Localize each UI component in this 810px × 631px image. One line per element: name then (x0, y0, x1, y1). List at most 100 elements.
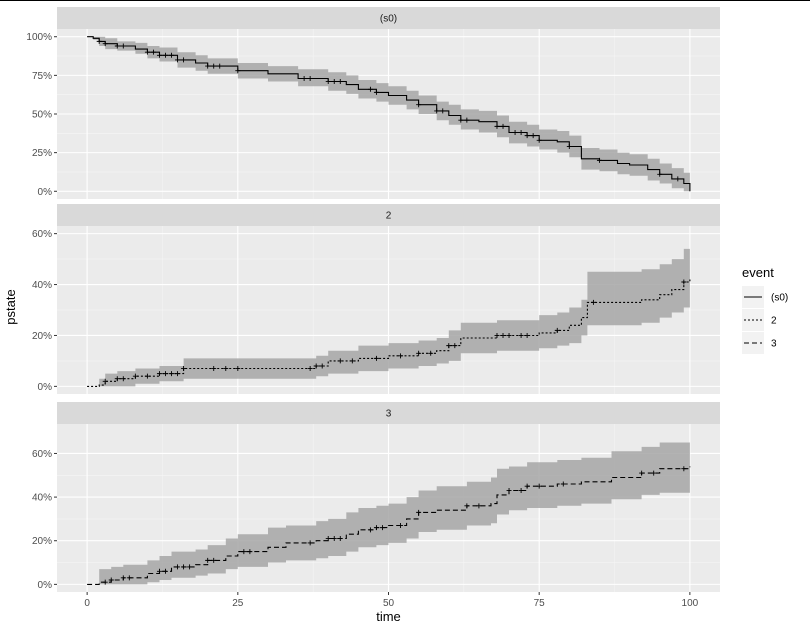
censor-mark (108, 577, 114, 583)
censor-mark (440, 108, 446, 114)
legend-title: event (742, 265, 774, 280)
censor-mark (187, 564, 193, 570)
censor-mark (518, 332, 524, 338)
censor-mark (169, 52, 175, 58)
censor-mark (416, 102, 422, 108)
censor-mark (114, 43, 120, 49)
censor-mark (156, 52, 162, 58)
censor-mark (337, 79, 343, 85)
censor-mark (524, 483, 530, 489)
censor-mark (313, 363, 319, 369)
censor-mark (379, 525, 385, 531)
censor-mark (211, 557, 217, 563)
censor-mark (464, 117, 470, 123)
facet-strip-3 (57, 402, 720, 424)
censor-mark (319, 363, 325, 369)
censor-mark (114, 376, 120, 382)
censor-mark (373, 89, 379, 95)
confidence-band-3 (87, 440, 690, 585)
censor-mark (416, 509, 422, 515)
y-tick-label: 75% (32, 71, 52, 82)
censor-mark (144, 49, 150, 55)
censor-mark (217, 63, 223, 69)
censor-mark (120, 43, 126, 49)
facet-strip-1 (57, 7, 720, 29)
censor-mark (162, 568, 168, 574)
censor-mark (162, 52, 168, 58)
censor-mark (518, 488, 524, 494)
censor-mark (536, 483, 542, 489)
censor-mark (301, 75, 307, 81)
x-tick-label: 75 (534, 598, 546, 609)
censor-mark (416, 350, 422, 356)
censor-mark (367, 86, 373, 92)
censor-mark (205, 63, 211, 69)
censor-mark (162, 371, 168, 377)
estimate-line-3 (87, 466, 691, 585)
y-axis-title: pstate (3, 289, 18, 324)
facet-strip-label: (s0) (380, 14, 397, 25)
censor-mark (428, 350, 434, 356)
censor-mark (590, 299, 596, 305)
censor-mark (175, 564, 181, 570)
facet-strip-2 (57, 204, 720, 226)
censor-mark (325, 79, 331, 85)
censor-mark (241, 549, 247, 555)
censor-mark (181, 366, 187, 372)
censor-mark (96, 38, 102, 44)
censor-mark (223, 366, 229, 372)
censor-mark (132, 373, 138, 379)
x-tick-label: 100 (682, 598, 699, 609)
censor-mark (337, 358, 343, 364)
censor-mark (494, 332, 500, 338)
censor-mark (120, 575, 126, 581)
confidence-band-1 (87, 36, 690, 192)
legend-entry-label: 2 (771, 316, 777, 327)
censor-mark (337, 536, 343, 542)
x-tick-label: 25 (232, 598, 244, 609)
censor-mark (156, 371, 162, 377)
censor-mark (651, 470, 657, 476)
censor-mark (452, 343, 458, 349)
censor-mark (524, 133, 530, 139)
censor-mark (530, 133, 536, 139)
y-tick-label: 100% (26, 32, 52, 43)
censor-mark (307, 75, 313, 81)
censor-mark (681, 279, 687, 285)
window-top-border (0, 0, 810, 1)
x-tick-label: 50 (383, 598, 395, 609)
censor-mark (596, 157, 602, 163)
censor-mark (398, 353, 404, 359)
censor-mark (126, 575, 132, 581)
censor-mark (205, 557, 211, 563)
censor-mark (446, 343, 452, 349)
y-tick-label: 50% (32, 110, 52, 121)
censor-mark (211, 366, 217, 372)
x-axis-title: time (376, 609, 401, 624)
censor-mark (120, 376, 126, 382)
censor-mark (349, 358, 355, 364)
censor-mark (144, 373, 150, 379)
censor-mark (181, 57, 187, 63)
censor-mark (560, 481, 566, 487)
y-tick-label: 20% (32, 536, 52, 547)
y-tick-label: 60% (32, 449, 52, 460)
censor-mark (500, 332, 506, 338)
estimate-line-2 (87, 279, 691, 387)
estimate-line-1 (87, 36, 691, 192)
censor-mark (500, 123, 506, 129)
censor-mark (307, 366, 313, 372)
censor-mark (506, 332, 512, 338)
censor-mark (434, 108, 440, 114)
censor-mark (657, 171, 663, 177)
censor-mark (566, 143, 572, 149)
censor-mark (536, 137, 542, 143)
censor-mark (639, 470, 645, 476)
legend-entry-label: (s0) (771, 293, 788, 304)
censor-mark (331, 79, 337, 85)
censor-mark (102, 378, 108, 384)
y-tick-label: 60% (32, 229, 52, 240)
censor-mark (367, 527, 373, 533)
legend-entry-label: 3 (771, 339, 777, 350)
censor-mark (235, 68, 241, 74)
